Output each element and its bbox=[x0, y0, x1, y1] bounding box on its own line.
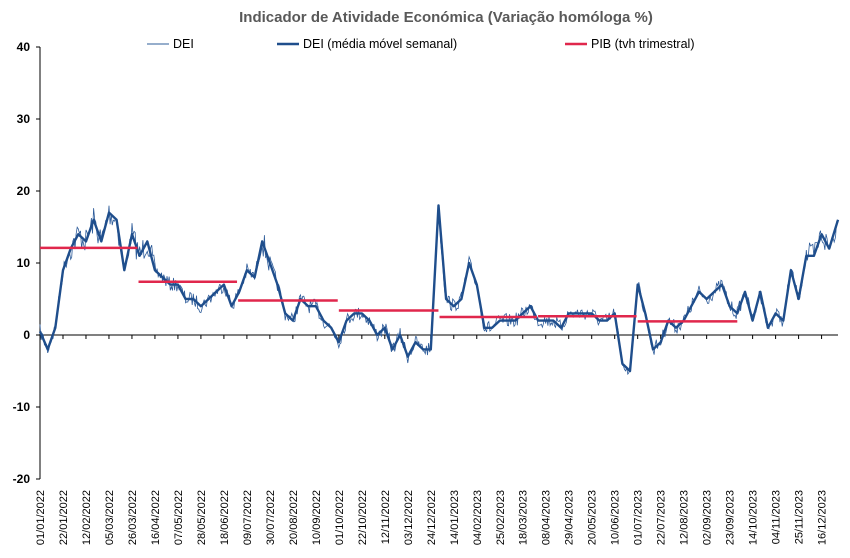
x-tick-label: 16/12/2023 bbox=[817, 490, 829, 545]
x-tick-label: 22/07/2023 bbox=[656, 490, 668, 545]
x-tick-label: 25/11/2023 bbox=[794, 490, 806, 544]
dei-daily-line bbox=[39, 205, 839, 376]
x-tick-label: 12/02/2022 bbox=[81, 490, 93, 545]
x-tick-label: 30/07/2022 bbox=[265, 490, 277, 545]
x-tick-label: 20/08/2022 bbox=[288, 490, 300, 545]
x-tick-label: 04/11/2023 bbox=[771, 490, 783, 544]
y-tick-label: 20 bbox=[17, 184, 31, 198]
x-tick-label: 18/06/2022 bbox=[219, 490, 231, 545]
x-tick-label: 01/01/2022 bbox=[35, 490, 47, 545]
x-tick-label: 03/12/2022 bbox=[403, 490, 415, 545]
x-tick-label: 18/03/2023 bbox=[518, 490, 530, 545]
y-axis: -20 -10 0 10 20 30 40 bbox=[13, 40, 41, 486]
x-tick-label: 22/01/2022 bbox=[58, 490, 70, 545]
x-axis: 01/01/2022 22/01/2022 12/02/2022 05/03/2022… bbox=[35, 334, 838, 545]
x-tick-label: 14/01/2023 bbox=[449, 490, 461, 545]
y-tick-label: 0 bbox=[23, 328, 30, 342]
x-tick-label: 25/02/2023 bbox=[495, 490, 507, 545]
y-tick-label: -20 bbox=[13, 472, 31, 486]
x-tick-label: 26/03/2022 bbox=[127, 490, 139, 545]
x-tick-label: 12/11/2022 bbox=[380, 490, 392, 544]
plot-area bbox=[38, 204, 840, 376]
x-tick-label: 07/05/2022 bbox=[173, 490, 185, 545]
y-tick-label: 40 bbox=[17, 40, 31, 54]
x-tick-label: 24/12/2022 bbox=[426, 490, 438, 545]
legend: DEI DEI (média móvel semanal) PIB (tvh tri… bbox=[147, 37, 695, 51]
x-tick-label: 28/05/2022 bbox=[196, 490, 208, 545]
x-tick-label: 05/03/2022 bbox=[104, 490, 116, 545]
legend-label: PIB (tvh trimestral) bbox=[591, 37, 695, 51]
y-tick-label: -10 bbox=[13, 400, 31, 414]
x-tick-label: 10/06/2023 bbox=[610, 490, 622, 545]
x-tick-label: 12/08/2023 bbox=[679, 490, 691, 545]
legend-label: DEI bbox=[173, 37, 194, 51]
chart-title: Indicador de Atividade Económica (Variaç… bbox=[239, 9, 653, 26]
x-tick-label: 16/04/2022 bbox=[150, 490, 162, 545]
x-tick-label: 23/09/2023 bbox=[725, 490, 737, 545]
y-tick-label: 30 bbox=[17, 112, 31, 126]
x-tick-label: 14/10/2023 bbox=[748, 490, 760, 545]
x-tick-label: 22/10/2022 bbox=[357, 490, 369, 545]
x-tick-label: 29/04/2023 bbox=[564, 490, 576, 545]
x-tick-label: 20/05/2023 bbox=[587, 490, 599, 545]
legend-label: DEI (média móvel semanal) bbox=[303, 37, 457, 51]
x-tick-label: 01/10/2022 bbox=[334, 490, 346, 545]
y-tick-label: 10 bbox=[17, 256, 31, 270]
x-tick-label: 01/07/2023 bbox=[633, 490, 645, 545]
x-tick-label: 04/02/2023 bbox=[472, 490, 484, 545]
dei-moving-average-line bbox=[38, 204, 840, 373]
x-tick-label: 10/09/2022 bbox=[311, 490, 323, 545]
x-tick-label: 08/04/2023 bbox=[541, 490, 553, 545]
x-tick-label: 02/09/2023 bbox=[702, 490, 714, 545]
x-tick-label: 09/07/2022 bbox=[242, 490, 254, 545]
